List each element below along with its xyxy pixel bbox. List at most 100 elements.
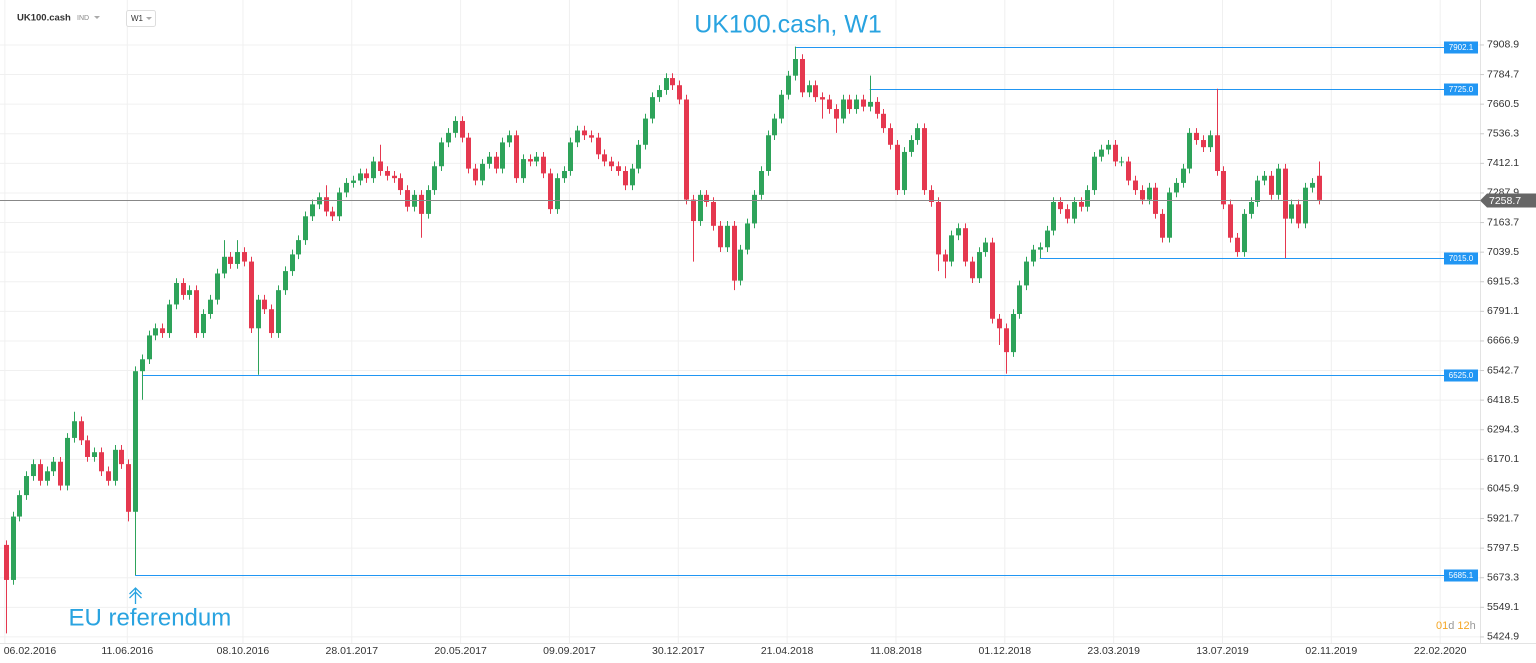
candle-body — [262, 299, 267, 310]
candle-body — [664, 78, 669, 90]
candle-body — [256, 299, 261, 329]
x-tick-label: 28.01.2017 — [325, 645, 378, 657]
x-tick-label: 01.12.2018 — [979, 645, 1032, 657]
candle-body — [106, 471, 111, 481]
candle-body — [194, 290, 199, 334]
candle-body — [970, 261, 975, 279]
candle-body — [1289, 204, 1294, 219]
timeframe[interactable]: W1 — [131, 14, 144, 23]
toolbar[interactable]: UK100.cash IND W1 — [17, 10, 156, 27]
candle-body — [1133, 180, 1138, 191]
candle-body — [786, 75, 791, 95]
candle-body — [834, 109, 839, 119]
level-label: 5685.1 — [1449, 571, 1474, 580]
candle-body — [514, 135, 519, 179]
candle-body — [636, 144, 641, 169]
candle-body — [235, 252, 240, 264]
candle-body — [1167, 192, 1172, 238]
candle-body — [460, 120, 465, 138]
candle-body — [126, 464, 131, 512]
candle-body — [963, 228, 968, 262]
candle-body — [419, 194, 424, 214]
candle-body — [541, 156, 546, 174]
candle-body — [868, 101, 873, 107]
annotation-arrow — [129, 587, 142, 604]
candle-body — [453, 120, 458, 133]
candle-body — [147, 335, 152, 360]
candle-body — [847, 99, 852, 110]
candle-body — [1058, 201, 1063, 210]
x-tick-label: 21.04.2018 — [761, 645, 814, 657]
candle-body — [1126, 161, 1131, 181]
candle-body — [187, 290, 192, 295]
candle-body — [827, 99, 832, 110]
candle-body — [677, 85, 682, 100]
candle-body — [718, 225, 723, 248]
candle-body — [1079, 201, 1084, 207]
candle-body — [371, 161, 376, 179]
candle-body — [1201, 140, 1206, 148]
candle-body — [500, 142, 505, 169]
candle-body — [616, 166, 621, 172]
level-label: 7725.0 — [1449, 85, 1474, 94]
candle-body — [997, 318, 1002, 329]
candle-body — [480, 163, 485, 181]
candle-body — [51, 461, 56, 472]
candle-body — [1296, 204, 1301, 224]
candle-body — [738, 249, 743, 281]
candle-body — [1303, 187, 1308, 224]
y-tick-label: 6791.1 — [1487, 305, 1519, 317]
level-badge — [1444, 41, 1478, 54]
candle-body — [432, 166, 437, 191]
y-tick-label: 7039.5 — [1487, 246, 1519, 258]
candle-body — [446, 132, 451, 143]
candle-body — [174, 283, 179, 305]
y-tick-label: 6418.5 — [1487, 394, 1519, 406]
candle-body — [1119, 161, 1124, 163]
candle-body — [1208, 135, 1213, 148]
last-price-badge — [1480, 193, 1536, 208]
candle-body — [623, 171, 628, 186]
candle-body — [562, 171, 567, 179]
candle-body — [949, 235, 954, 262]
candle-body — [521, 159, 526, 179]
group[interactable]: IND — [77, 15, 89, 22]
y-tick-label: 6542.7 — [1487, 364, 1519, 376]
candle-body — [72, 421, 77, 438]
candle-body — [977, 252, 982, 279]
candle-body — [691, 199, 696, 222]
candle-body — [1072, 201, 1077, 219]
symbol[interactable]: UK100.cash — [17, 13, 71, 24]
candle-body — [1017, 285, 1022, 314]
candle-body — [1160, 213, 1165, 238]
y-tick-label: 7412.1 — [1487, 157, 1519, 169]
y-tick-label: 7163.7 — [1487, 216, 1519, 228]
chart-title: UK100.cash, W1 — [694, 11, 882, 39]
candle-body — [929, 190, 934, 202]
candle-body — [439, 142, 444, 167]
candle-body — [276, 290, 281, 334]
candle-body — [548, 173, 553, 210]
candle-body — [1181, 168, 1186, 183]
candle-body — [684, 99, 689, 200]
candle-body — [330, 211, 335, 217]
candle-body — [487, 156, 492, 164]
candle-body — [358, 173, 363, 181]
candle-body — [215, 273, 220, 300]
candle-body — [65, 437, 70, 486]
candle-body — [725, 225, 730, 248]
candle-body — [249, 261, 254, 329]
timeframe-box[interactable] — [126, 10, 156, 27]
candle-body — [11, 516, 16, 580]
candle-body — [507, 135, 512, 143]
x-tick-label: 06.02.2016 — [4, 645, 57, 657]
candle-body — [990, 242, 995, 319]
candle-body — [160, 328, 165, 334]
countdown-unit: d — [1448, 620, 1454, 632]
level-badge — [1444, 83, 1478, 96]
candle-body — [813, 85, 818, 98]
grid — [0, 0, 1480, 643]
y-tick-label: 7536.3 — [1487, 128, 1519, 140]
level-label: 7015.0 — [1449, 254, 1474, 263]
candle-body — [1113, 144, 1118, 162]
